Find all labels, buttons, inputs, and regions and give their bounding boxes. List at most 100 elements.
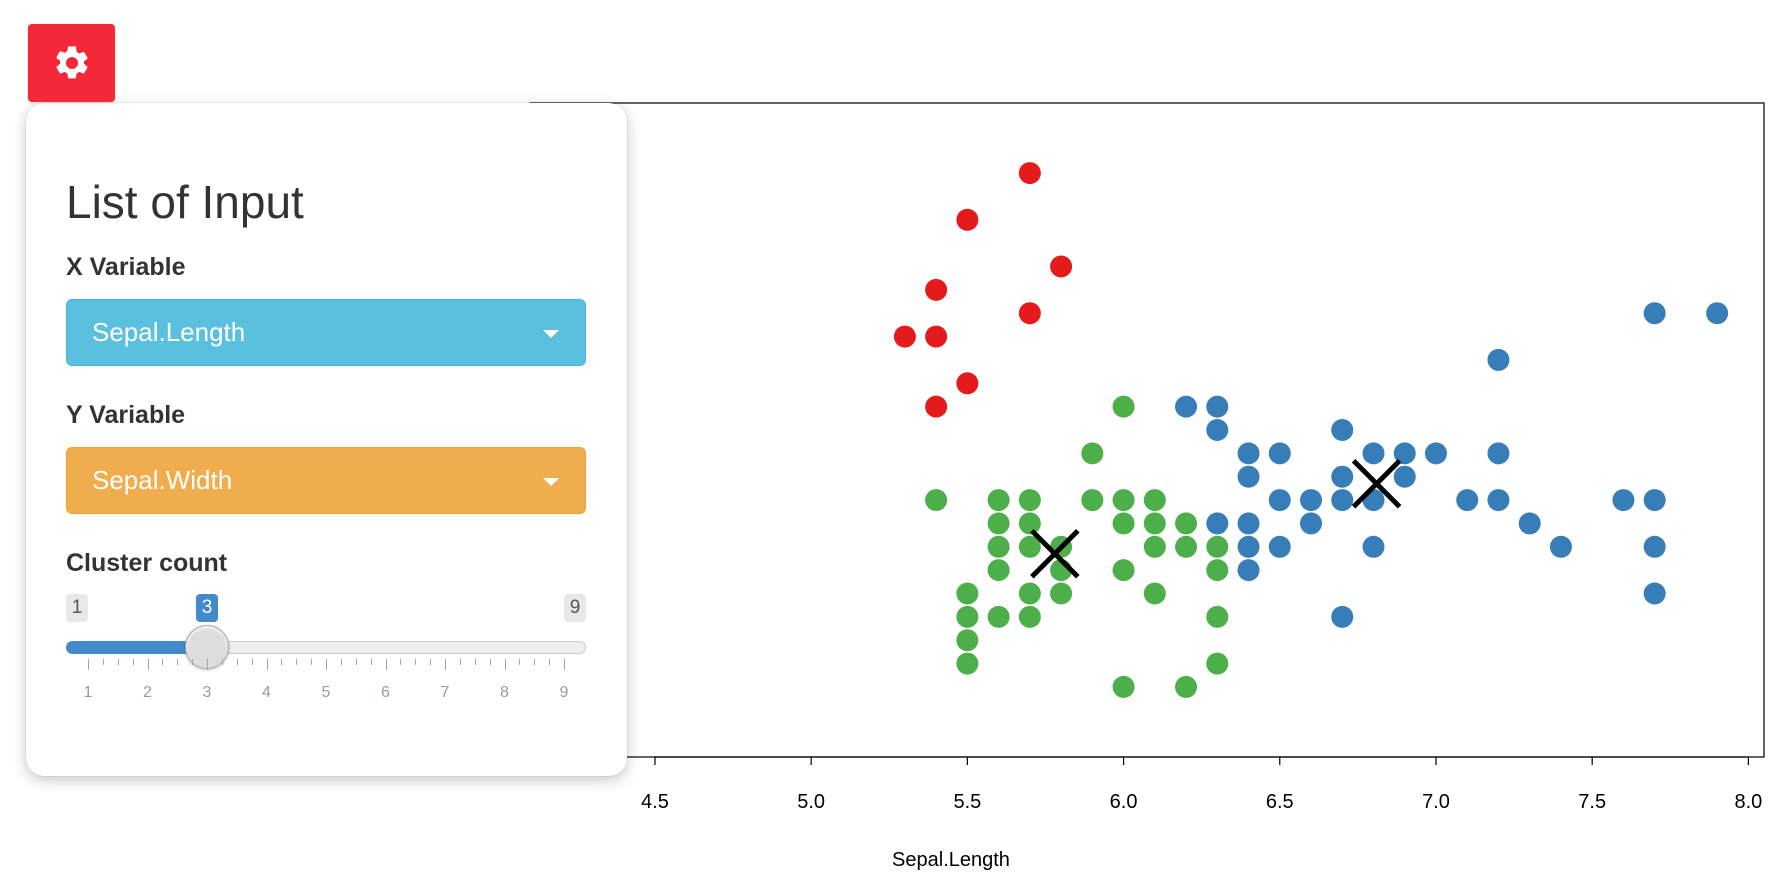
x-tick-label: 8.0 [1734, 791, 1762, 813]
x-tick-label: 7.5 [1578, 791, 1606, 813]
data-point [893, 325, 916, 348]
data-point [1331, 489, 1354, 512]
data-point [1112, 559, 1135, 582]
slider-grid-label: 7 [440, 684, 450, 701]
slider-grid-tick [102, 659, 104, 665]
slider-grid-tick [266, 659, 268, 670]
data-point [956, 605, 979, 628]
data-point [1331, 605, 1354, 628]
x-tick-label: 5.0 [797, 791, 825, 813]
data-point [1487, 348, 1510, 371]
x-variable-select[interactable]: Sepal.Length [66, 299, 586, 366]
data-point [1487, 489, 1510, 512]
data-point [1018, 489, 1041, 512]
data-point [1331, 465, 1354, 488]
slider-grid-tick [221, 659, 223, 665]
slider-grid-label: 3 [202, 684, 212, 701]
slider-grid-label: 2 [143, 684, 152, 701]
cluster-center-stroke [1351, 458, 1402, 509]
slider-grid-tick [326, 659, 327, 670]
data-point [1237, 535, 1260, 558]
data-point [987, 489, 1010, 512]
data-point [987, 605, 1010, 628]
data-point [956, 652, 979, 675]
y-variable-label: Y Variable [66, 401, 186, 429]
data-point [1268, 489, 1291, 512]
x-tick-label: 6.5 [1266, 791, 1294, 813]
input-panel: List of Input X Variable Sepal.Length Y … [26, 103, 627, 776]
data-point [1237, 559, 1260, 582]
slider-grid-label: 9 [559, 684, 569, 701]
data-point [1206, 605, 1229, 628]
slider-grid-tick [207, 659, 208, 670]
slider-grid-tick [132, 659, 134, 665]
data-point [1237, 465, 1260, 488]
x-tick-label: 6.0 [1110, 791, 1138, 813]
slider-grid-tick [117, 659, 119, 665]
data-point [925, 395, 948, 418]
slider-grid-tick [162, 659, 164, 665]
slider-grid-tick [355, 659, 357, 665]
x-tick-label: 4.5 [641, 791, 669, 813]
y-variable-select[interactable]: Sepal.Width [66, 447, 586, 514]
data-point [1487, 442, 1510, 465]
data-point [987, 512, 1010, 535]
data-point [1300, 489, 1323, 512]
data-point [1143, 582, 1166, 605]
data-point [1143, 489, 1166, 512]
data-point [1206, 652, 1229, 675]
data-point [1175, 535, 1198, 558]
data-point [1018, 582, 1041, 605]
data-point [1612, 489, 1635, 512]
cluster-center-marker [1030, 529, 1080, 579]
x-tick-label: 5.5 [953, 791, 981, 813]
data-point [1268, 535, 1291, 558]
slider-grid-tick [177, 659, 179, 665]
slider-grid-tick [474, 659, 476, 665]
data-point [1237, 442, 1260, 465]
slider-grid-tick [340, 659, 342, 665]
slider-grid-tick [445, 659, 446, 670]
data-point [1112, 675, 1135, 698]
data-point [1206, 395, 1229, 418]
data-point [1112, 512, 1135, 535]
slider-fill [66, 641, 207, 654]
panel-title: List of Input [66, 176, 304, 228]
data-point [1175, 675, 1198, 698]
settings-gear-button[interactable] [28, 24, 115, 102]
data-point [1112, 395, 1135, 418]
data-point [1206, 419, 1229, 441]
data-point [1018, 512, 1041, 535]
data-point [1143, 535, 1166, 558]
slider-grid-tick [385, 659, 387, 670]
data-point [956, 372, 979, 395]
slider-grid-tick [192, 659, 194, 665]
data-point [925, 489, 948, 512]
data-point [1362, 442, 1385, 465]
slider-grid-tick [147, 659, 149, 670]
slider-grid-tick [489, 659, 491, 665]
data-point [1643, 535, 1666, 558]
slider-value-label: 3 [196, 594, 218, 622]
x-tick-label: 7.0 [1422, 791, 1450, 813]
slider-grid-tick [549, 659, 551, 665]
slider-grid-tick [430, 659, 432, 665]
data-point [1175, 395, 1198, 418]
data-point [1112, 489, 1135, 512]
data-point [1018, 302, 1041, 325]
slider-grid-tick [564, 659, 565, 670]
data-point [1268, 442, 1291, 465]
data-point [1424, 442, 1447, 465]
data-point [925, 325, 948, 348]
data-point [1300, 512, 1323, 535]
x-axis-title: Sepal.Length [892, 849, 1010, 871]
slider-grid-tick [370, 659, 372, 665]
slider-grid-tick [504, 659, 506, 670]
slider-grid-tick [400, 659, 402, 665]
data-point [1456, 489, 1479, 512]
slider-grid-tick [88, 659, 89, 670]
slider-grid-label: 6 [381, 684, 390, 701]
x-variable-label: X Variable [66, 253, 186, 281]
slider-grid-tick [519, 659, 521, 665]
data-point [956, 629, 979, 652]
